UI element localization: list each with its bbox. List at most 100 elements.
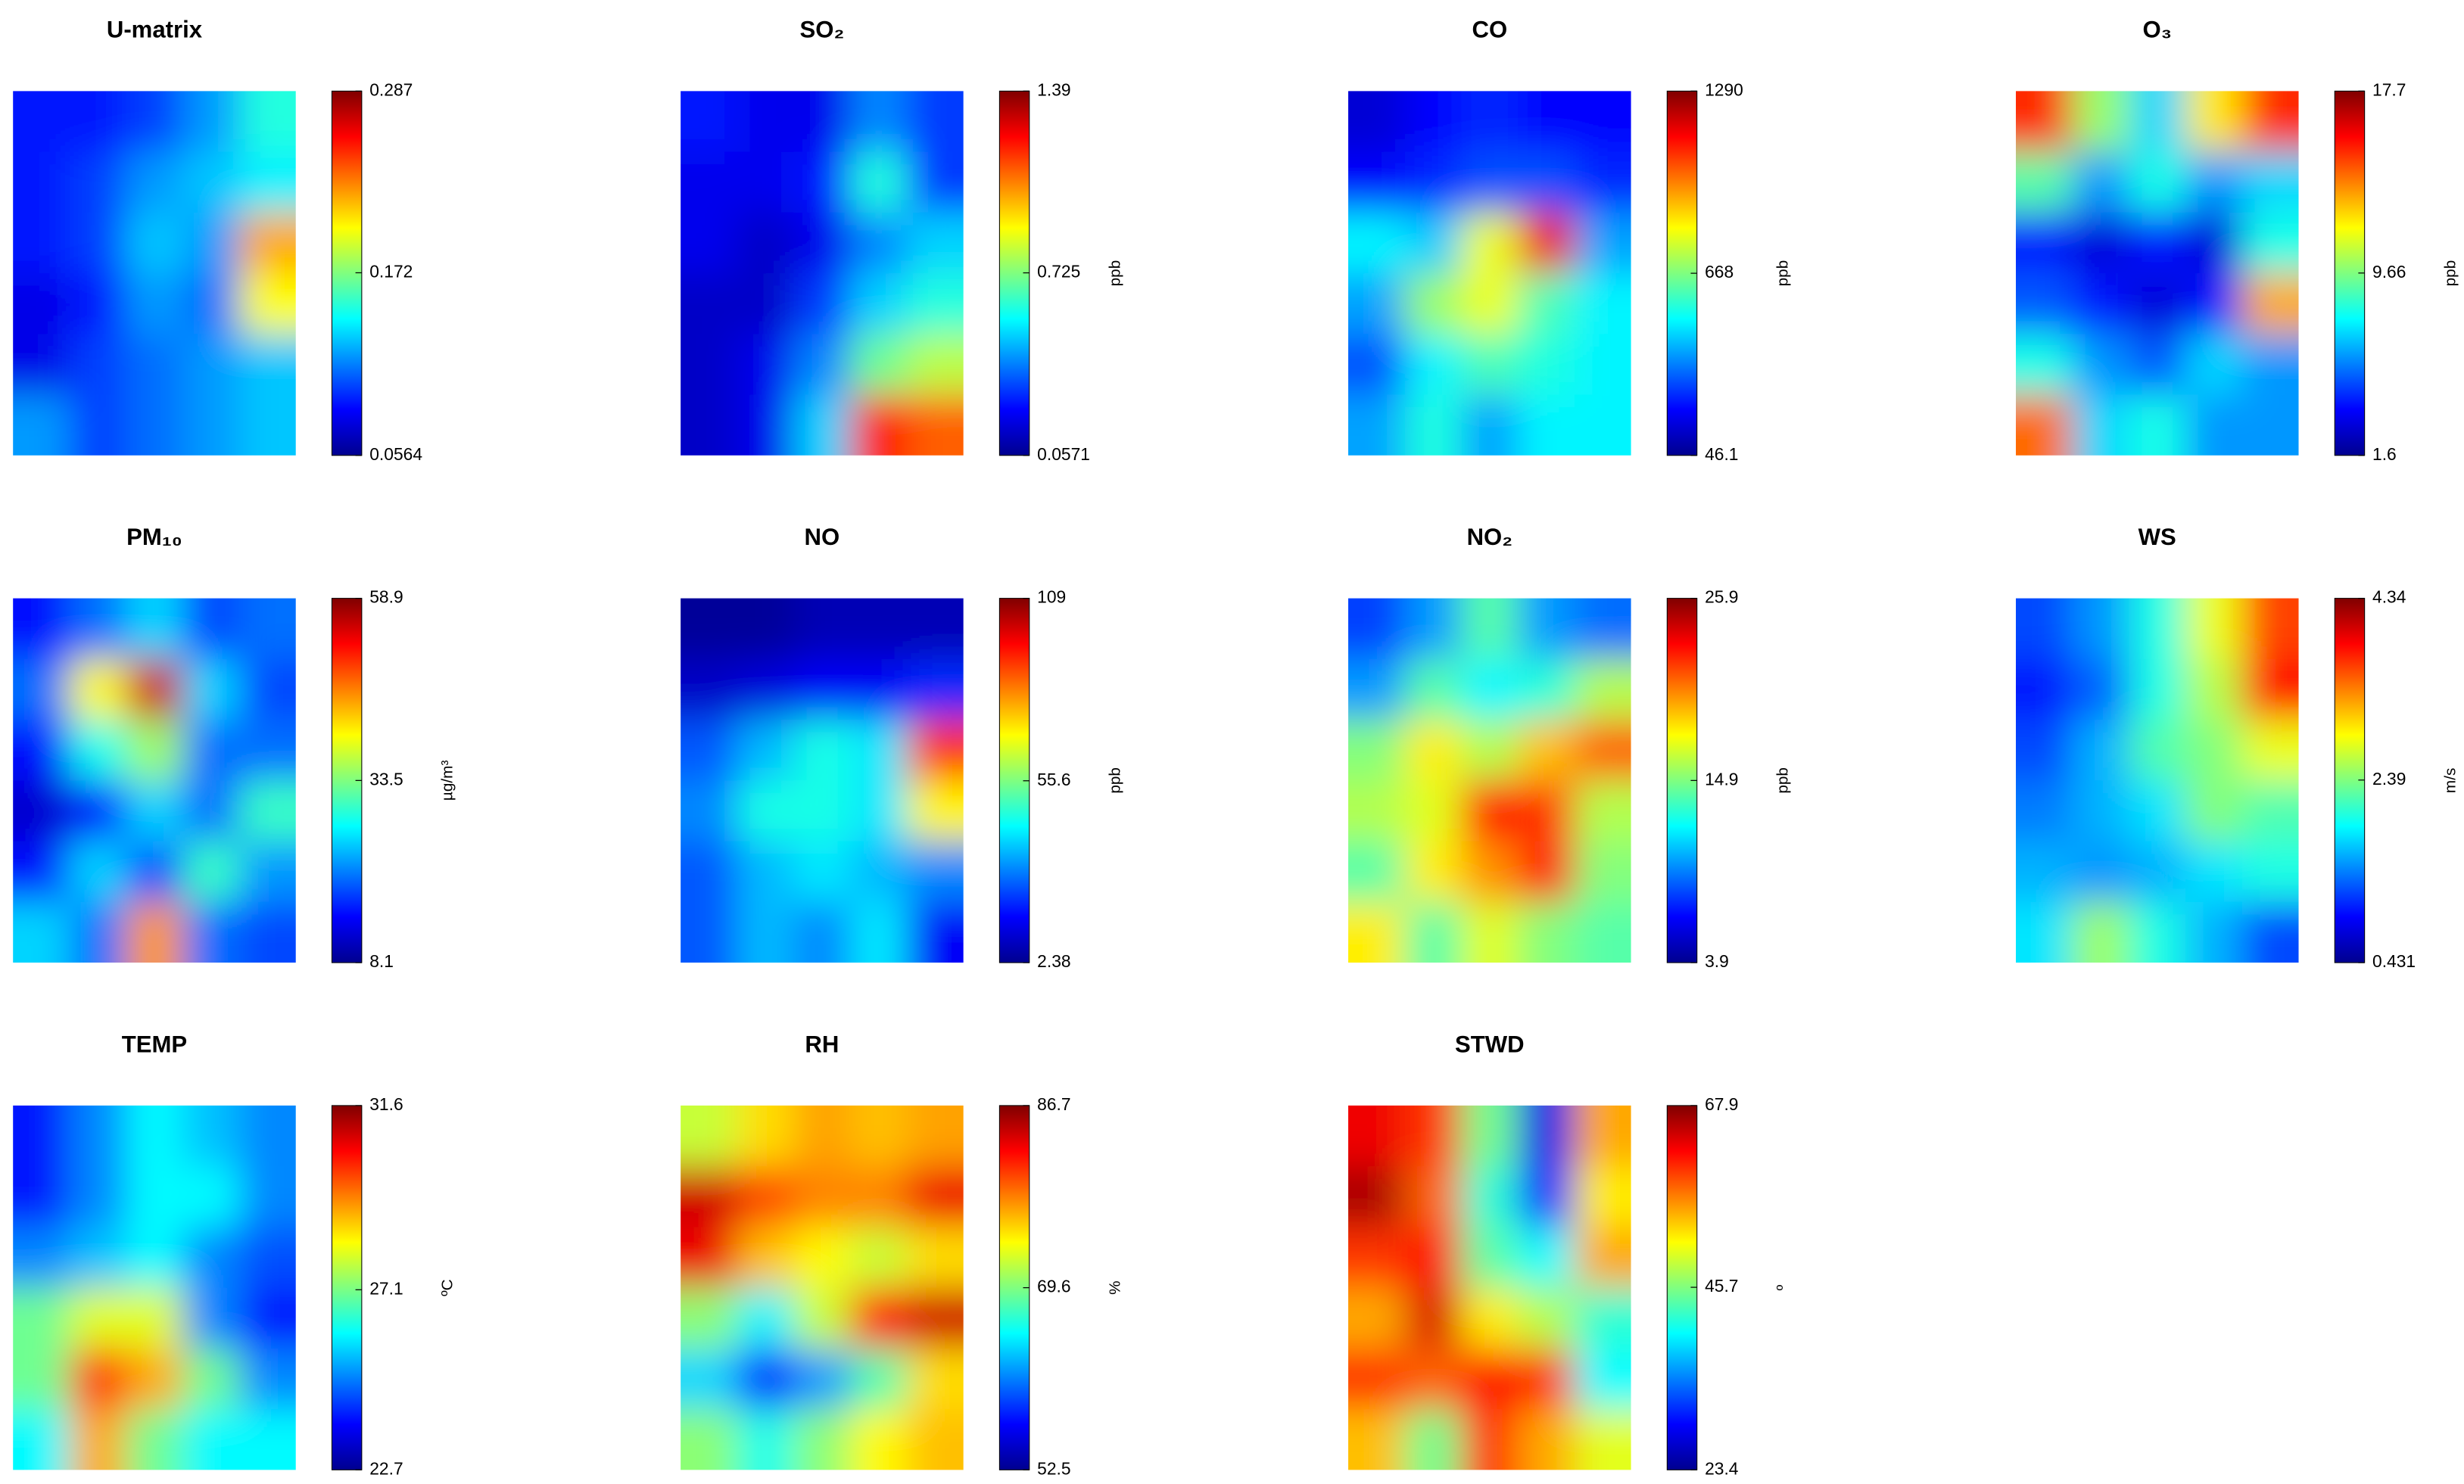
cell <box>13 1348 71 1411</box>
cell <box>69 1166 128 1229</box>
colorbar-tick-label: 0.725 <box>1037 262 1080 282</box>
colorbar-tick-label: 0.431 <box>2372 951 2416 971</box>
cell <box>737 1348 796 1411</box>
cell <box>737 780 796 843</box>
cell <box>182 212 241 275</box>
colorbar-tick-label: 3.9 <box>1705 951 1729 971</box>
cell <box>1461 334 1520 397</box>
cell <box>1404 394 1463 456</box>
cell <box>1404 658 1463 722</box>
panel-title: SO₂ <box>799 17 844 43</box>
cell <box>69 91 128 154</box>
colorbar-tick-label: 2.38 <box>1037 951 1070 971</box>
cell <box>1574 720 1631 782</box>
cell <box>182 273 241 336</box>
panel-title: TEMP <box>122 1031 187 1057</box>
cell <box>793 91 852 154</box>
map <box>2015 598 2299 963</box>
cell <box>850 1166 909 1229</box>
cell <box>2185 780 2244 843</box>
cell <box>1404 598 1463 661</box>
panel: PM₁₀ 8.1 33.5 58.9 µg/m³ <box>13 524 456 971</box>
cell <box>69 841 128 904</box>
cell <box>13 901 71 963</box>
panel: NO 2.38 55.6 109 ppb <box>681 524 1123 971</box>
cell <box>793 720 852 782</box>
cell <box>2129 394 2188 456</box>
cell <box>2185 273 2244 336</box>
cell <box>239 720 296 782</box>
panel: WS 0.431 2.39 4.34 m/s <box>2015 524 2459 971</box>
cell <box>1404 1105 1463 1168</box>
cell <box>2185 901 2244 963</box>
cell <box>69 901 128 963</box>
cell <box>850 1227 909 1290</box>
cell <box>1348 334 1406 397</box>
colorbar-label: ppb <box>1106 767 1123 794</box>
cell <box>1348 1287 1406 1350</box>
cell <box>1574 841 1631 904</box>
cell <box>1404 1409 1463 1470</box>
cell <box>906 151 964 214</box>
cell <box>2241 394 2299 456</box>
colorbar-tick-label: 52.5 <box>1037 1458 1070 1478</box>
cell <box>126 394 185 456</box>
cell <box>13 720 71 782</box>
cell <box>13 1409 71 1470</box>
cell <box>1348 394 1406 456</box>
cell <box>13 212 71 275</box>
cell <box>126 1348 185 1411</box>
cell <box>2129 273 2188 336</box>
cell <box>1574 151 1631 214</box>
cell <box>1404 901 1463 963</box>
cell <box>2185 720 2244 782</box>
cell <box>2072 151 2131 214</box>
cell <box>1461 1348 1520 1411</box>
cell <box>850 91 909 154</box>
cell <box>126 1287 185 1350</box>
cell <box>793 841 852 904</box>
cell <box>1574 91 1631 154</box>
cell <box>2129 658 2188 722</box>
cell <box>239 1409 296 1470</box>
cell <box>2241 658 2299 722</box>
cell <box>737 1287 796 1350</box>
cell <box>1518 91 1576 154</box>
cell <box>1574 394 1631 456</box>
cell <box>13 780 71 843</box>
cell <box>13 1166 71 1229</box>
cell <box>126 841 185 904</box>
cell <box>182 1287 241 1350</box>
cell <box>2072 658 2131 722</box>
cell <box>2129 151 2188 214</box>
cell <box>69 273 128 336</box>
colorbar-tick-label: 2.39 <box>2372 769 2406 789</box>
cell <box>850 1348 909 1411</box>
cell <box>1461 394 1520 456</box>
panel-title: WS <box>2138 524 2176 550</box>
cell <box>239 394 296 456</box>
cell <box>126 720 185 782</box>
cell <box>239 273 296 336</box>
cell <box>13 1227 71 1290</box>
cell <box>2185 841 2244 904</box>
cell <box>793 598 852 661</box>
cell <box>182 1227 241 1290</box>
cell <box>737 1409 796 1470</box>
cell <box>681 1105 739 1168</box>
cell <box>737 212 796 275</box>
cell <box>737 91 796 154</box>
colorbar-tick-label: 17.7 <box>2372 79 2406 99</box>
cell <box>906 598 964 661</box>
map <box>2015 91 2299 456</box>
cell <box>793 1166 852 1229</box>
cell <box>2015 598 2074 661</box>
map-cells <box>2015 598 2299 963</box>
cell <box>681 901 739 963</box>
cell <box>1404 334 1463 397</box>
cell <box>2129 91 2188 154</box>
cell <box>126 1409 185 1470</box>
cell <box>906 273 964 336</box>
cell <box>2072 901 2131 963</box>
cell <box>793 151 852 214</box>
